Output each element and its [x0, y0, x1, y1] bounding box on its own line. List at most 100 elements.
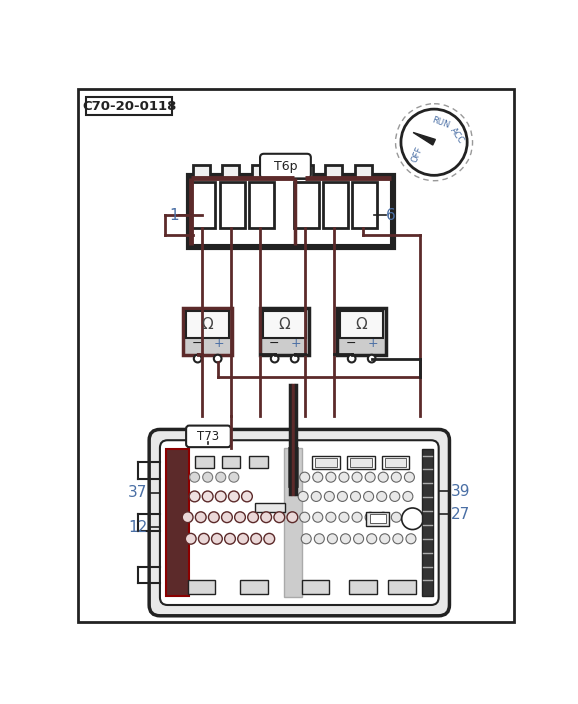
Circle shape [251, 534, 262, 544]
Bar [260, 308, 309, 355]
Bar [223, 165, 239, 178]
Circle shape [340, 534, 350, 543]
Circle shape [291, 355, 298, 363]
FancyBboxPatch shape [149, 429, 450, 616]
Circle shape [186, 534, 196, 544]
Circle shape [198, 534, 209, 544]
Text: +: + [290, 337, 301, 350]
Circle shape [235, 512, 246, 522]
FancyBboxPatch shape [260, 153, 311, 178]
Circle shape [403, 491, 413, 501]
Bar [221, 455, 240, 468]
Circle shape [212, 534, 223, 544]
Bar [297, 165, 313, 178]
Bar [249, 455, 268, 468]
Circle shape [202, 491, 213, 502]
Circle shape [366, 534, 377, 543]
Circle shape [364, 491, 373, 501]
Text: 6: 6 [386, 208, 396, 223]
Bar [385, 458, 406, 467]
Bar [166, 449, 189, 596]
Text: −: − [192, 337, 202, 350]
Circle shape [214, 355, 221, 363]
Circle shape [271, 355, 279, 363]
Circle shape [313, 513, 323, 522]
Circle shape [339, 472, 349, 482]
Circle shape [402, 508, 423, 529]
Circle shape [365, 472, 375, 482]
Text: OFF: OFF [410, 145, 424, 164]
Circle shape [324, 491, 334, 501]
Circle shape [195, 512, 206, 522]
Circle shape [248, 512, 258, 522]
Polygon shape [413, 132, 435, 145]
Circle shape [378, 472, 388, 482]
Circle shape [350, 491, 361, 501]
Text: C70-20-0118: C70-20-0118 [82, 99, 176, 113]
Text: 37: 37 [128, 485, 147, 500]
Circle shape [348, 355, 355, 363]
Bar [251, 165, 269, 178]
Bar [188, 175, 394, 249]
Bar [350, 458, 372, 467]
Bar [263, 311, 306, 338]
Bar [325, 165, 342, 178]
Circle shape [378, 513, 388, 522]
Bar [294, 182, 318, 227]
Text: −: − [346, 337, 356, 350]
Circle shape [225, 534, 235, 544]
Circle shape [299, 472, 310, 482]
Bar [312, 455, 340, 470]
Bar [220, 182, 244, 227]
Text: −: − [269, 337, 279, 350]
Circle shape [368, 355, 376, 363]
Circle shape [326, 513, 336, 522]
Bar [323, 182, 348, 227]
Circle shape [229, 472, 239, 482]
Circle shape [261, 512, 272, 522]
Circle shape [339, 513, 349, 522]
Circle shape [338, 491, 347, 501]
Bar [191, 178, 391, 246]
Bar [366, 512, 390, 526]
Circle shape [406, 534, 416, 543]
Circle shape [380, 534, 390, 543]
Circle shape [354, 534, 364, 543]
Text: Ω: Ω [202, 318, 213, 332]
Circle shape [287, 512, 298, 522]
Circle shape [365, 513, 375, 522]
FancyBboxPatch shape [160, 440, 439, 605]
Bar [86, 97, 172, 115]
Circle shape [405, 472, 414, 482]
Circle shape [182, 512, 193, 522]
Circle shape [391, 513, 401, 522]
Text: +: + [213, 337, 224, 350]
Circle shape [203, 472, 213, 482]
Circle shape [209, 512, 219, 522]
Circle shape [194, 355, 202, 363]
Bar [355, 165, 372, 178]
Circle shape [189, 491, 200, 502]
Circle shape [216, 472, 226, 482]
Circle shape [391, 472, 401, 482]
Bar [353, 182, 377, 227]
Circle shape [395, 103, 473, 181]
Bar [388, 580, 416, 594]
FancyBboxPatch shape [186, 426, 231, 447]
Bar [347, 455, 375, 470]
Bar [195, 455, 214, 468]
Bar [422, 449, 432, 596]
Circle shape [311, 491, 321, 501]
Circle shape [221, 512, 232, 522]
Circle shape [264, 534, 275, 544]
Bar [302, 580, 329, 594]
Bar [166, 449, 189, 596]
Circle shape [393, 534, 403, 543]
Text: ACC: ACC [449, 127, 466, 146]
Circle shape [314, 534, 324, 543]
Bar [255, 503, 286, 512]
Bar [186, 311, 229, 338]
Bar [370, 514, 386, 523]
Text: Ω: Ω [356, 318, 368, 332]
Circle shape [377, 491, 387, 501]
